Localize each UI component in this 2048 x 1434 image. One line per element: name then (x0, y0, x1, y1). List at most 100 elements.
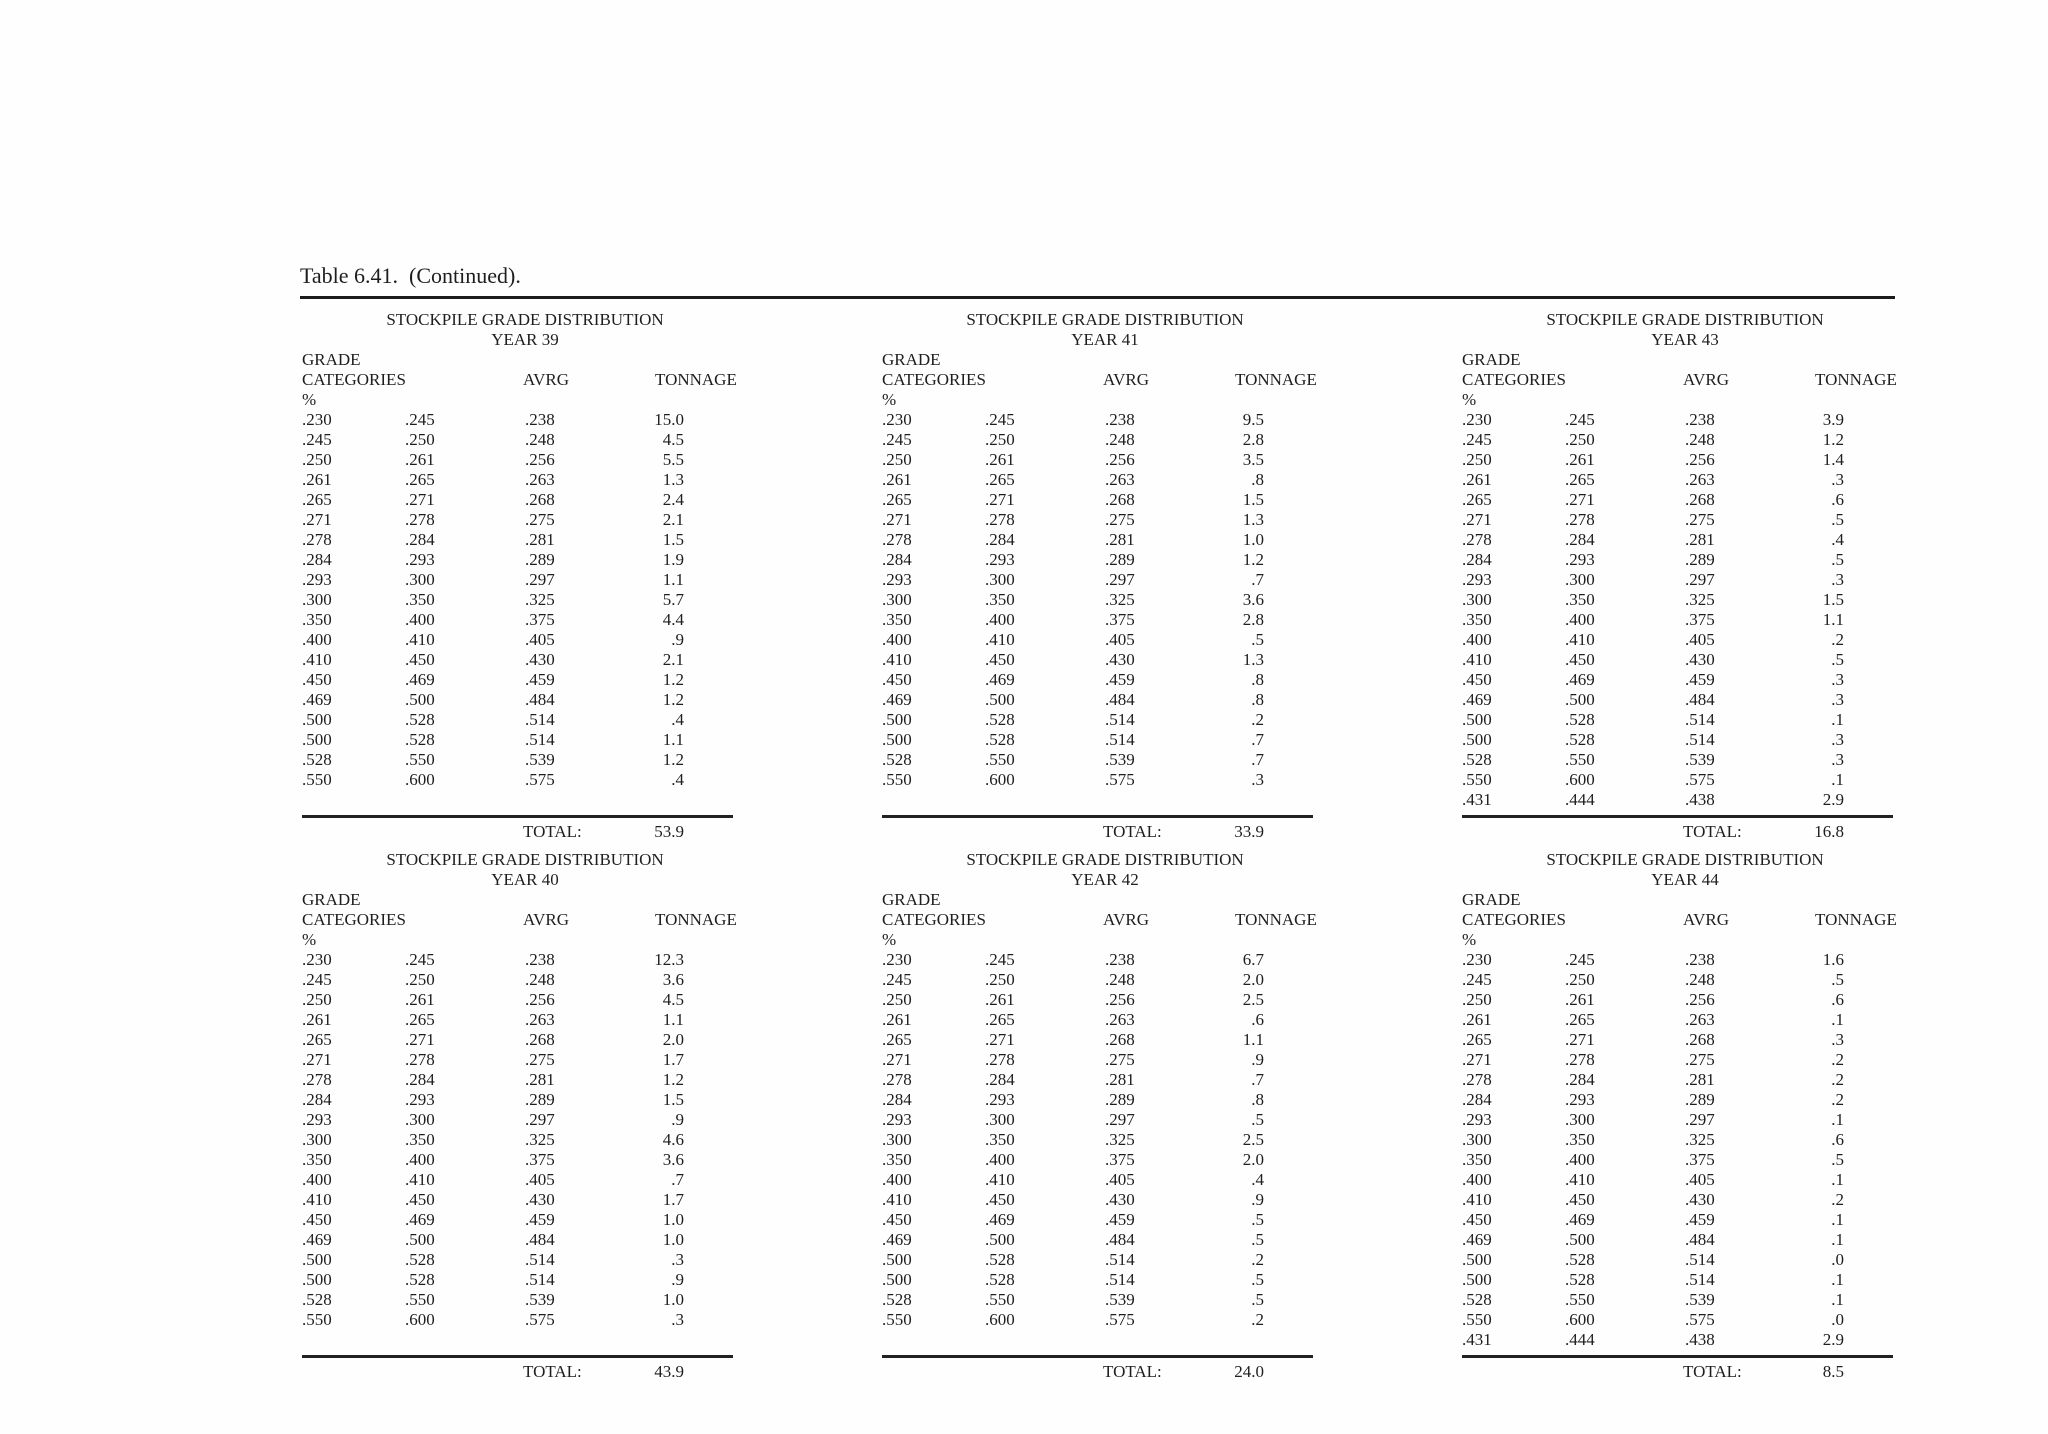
table-row: .261 .265 .263 .1 (1462, 1010, 1908, 1030)
cell-grade-low: .265 (302, 1030, 332, 1049)
cell-tonnage: .6 (1251, 1010, 1264, 1029)
cell-grade-low: .469 (1462, 1230, 1492, 1249)
table-row: .284 .293 .289 .5 (1462, 550, 1908, 570)
cell-avrg: .256 (1105, 990, 1135, 1009)
cell-avrg: .514 (1105, 1250, 1135, 1269)
cell-avrg: .256 (525, 990, 555, 1009)
cell-tonnage: .5 (1251, 1270, 1264, 1289)
cell-grade-high: .410 (985, 1170, 1015, 1189)
cell-avrg: .430 (525, 1190, 555, 1209)
cell-grade-high: .265 (1565, 470, 1595, 489)
cell-avrg: .514 (525, 730, 555, 749)
cell-grade-high: .600 (1565, 770, 1595, 789)
cell-grade-low: .265 (882, 1030, 912, 1049)
cell-grade-high: .245 (985, 950, 1015, 969)
cell-avrg: .459 (525, 670, 555, 689)
table-row: .271 .278 .275 .5 (1462, 510, 1908, 530)
cell-avrg: .238 (1685, 410, 1715, 429)
cell-grade-high: .550 (985, 1290, 1015, 1309)
table-row: .284 .293 .289 1.5 (302, 1090, 748, 1110)
cell-avrg: .438 (1685, 790, 1715, 809)
table-row: .400 .410 .405 .2 (1462, 630, 1908, 650)
cell-grade-low: .500 (1462, 730, 1492, 749)
cell-grade-high: .400 (1565, 610, 1595, 629)
cell-tonnage: .3 (1831, 730, 1844, 749)
table-row: .284 .293 .289 .8 (882, 1090, 1328, 1110)
table-row: .284 .293 .289 1.2 (882, 550, 1328, 570)
table-row: .400 .410 .405 .7 (302, 1170, 748, 1190)
cell-avrg: .281 (1105, 1070, 1135, 1089)
cell-grade-low: .550 (302, 1310, 332, 1329)
table-row: .450 .469 .459 .8 (882, 670, 1328, 690)
table-row: .500 .528 .514 .9 (302, 1270, 748, 1290)
cell-grade-low: .450 (302, 1210, 332, 1229)
cell-avrg: .405 (1105, 1170, 1135, 1189)
cell-grade-low: .450 (882, 670, 912, 689)
cell-grade-high: .245 (1565, 410, 1595, 429)
cell-tonnage: 1.2 (662, 750, 684, 769)
cell-avrg: .539 (1685, 750, 1715, 769)
cell-grade-low: .230 (302, 950, 332, 969)
table-rows: .230.245.238 3.9.245.250.248 1.2.250.261.2… (1462, 410, 1908, 810)
cell-tonnage: 1.3 (1242, 650, 1264, 669)
cell-tonnage: 3.6 (662, 1150, 684, 1169)
cell-avrg: .438 (1685, 1330, 1715, 1349)
cell-grade-low: .528 (302, 750, 332, 769)
cell-avrg: .281 (1685, 1070, 1715, 1089)
cell-tonnage: .1 (1831, 1290, 1844, 1309)
cell-tonnage: 1.1 (662, 570, 684, 589)
total-rule (1462, 815, 1893, 818)
cell-avrg: .430 (1685, 1190, 1715, 1209)
page-title: Table 6.41. (Continued). (300, 263, 521, 288)
cell-grade-high: .550 (405, 1290, 435, 1309)
table-row: .265 .271 .268 1.1 (882, 1030, 1328, 1050)
cell-avrg: .459 (1105, 670, 1135, 689)
cell-grade-high: .410 (405, 630, 435, 649)
cell-grade-low: .245 (882, 430, 912, 449)
table-row: .500 .528 .514 .2 (882, 710, 1328, 730)
table-year: YEAR 42 (1071, 870, 1139, 889)
cell-grade-low: .250 (302, 990, 332, 1009)
cell-grade-high: .293 (405, 550, 435, 569)
cell-grade-high: .265 (985, 1010, 1015, 1029)
cell-avrg: .281 (1105, 530, 1135, 549)
cell-grade-high: .293 (1565, 550, 1595, 569)
col-header-grade: GRADE (882, 890, 941, 909)
table-row: .350 .400 .375 1.1 (1462, 610, 1908, 630)
total-value: 8.5 (1822, 1362, 1844, 1381)
table-row: .293 .300 .297 .3 (1462, 570, 1908, 590)
table-title: STOCKPILE GRADE DISTRIBUTION (966, 850, 1244, 869)
cell-tonnage: 1.0 (662, 1290, 684, 1309)
cell-tonnage: .1 (1831, 1110, 1844, 1129)
cell-grade-low: .500 (302, 730, 332, 749)
cell-grade-low: .245 (302, 970, 332, 989)
stockpile-table: STOCKPILE GRADE DISTRIBUTION YEAR 41 GRA… (882, 310, 1328, 850)
cell-grade-high: .450 (1565, 650, 1595, 669)
table-row: .230 .245 .238 1.6 (1462, 950, 1908, 970)
cell-grade-low: .300 (302, 1130, 332, 1149)
table-row: .250 .261 .256 1.4 (1462, 450, 1908, 470)
cell-tonnage: 3.5 (1242, 450, 1264, 469)
cell-avrg: .459 (1685, 1210, 1715, 1229)
table-rows: .230.245.238 1.6.245.250.248.5.250.261.25… (1462, 950, 1908, 1350)
cell-grade-low: .400 (1462, 630, 1492, 649)
cell-tonnage: 2.0 (1242, 970, 1264, 989)
cell-avrg: .289 (1685, 550, 1715, 569)
cell-avrg: .325 (525, 1130, 555, 1149)
cell-avrg: .248 (525, 970, 555, 989)
table-row: .284 .293 .289 1.9 (302, 550, 748, 570)
cell-grade-low: .261 (882, 1010, 912, 1029)
cell-grade-low: .261 (1462, 1010, 1492, 1029)
cell-avrg: .268 (1685, 490, 1715, 509)
cell-avrg: .256 (1685, 990, 1715, 1009)
cell-grade-low: .500 (1462, 710, 1492, 729)
cell-tonnage: .1 (1831, 710, 1844, 729)
total-rule (302, 1355, 733, 1358)
table-row: .265 .271 .268 .6 (1462, 490, 1908, 510)
cell-grade-low: .250 (1462, 450, 1492, 469)
cell-avrg: .514 (525, 1270, 555, 1289)
table-row: .350 .400 .375 2.0 (882, 1150, 1328, 1170)
cell-avrg: .268 (1105, 490, 1135, 509)
cell-grade-high: .528 (405, 1270, 435, 1289)
cell-grade-high: .500 (1565, 690, 1595, 709)
